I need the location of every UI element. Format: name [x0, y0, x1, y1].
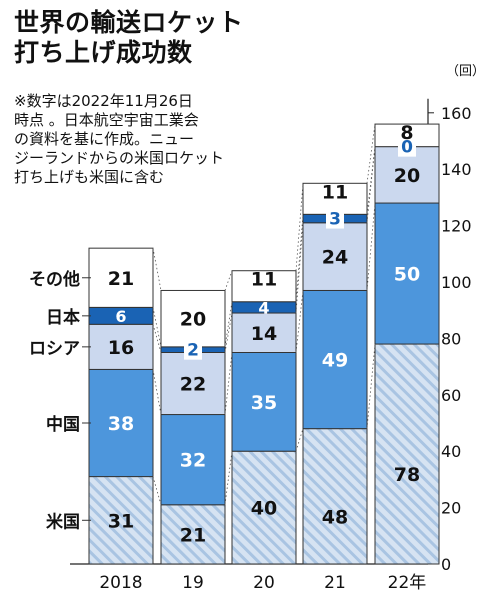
note-line-4: ジーランドからの米国ロケット: [14, 149, 225, 167]
note-line-1: ※数字は2022年11月26日: [14, 92, 193, 110]
connector-line-1-2: [224, 352, 233, 415]
value-label-japan-2: 4: [258, 298, 269, 317]
value-label-japan-1: 2: [187, 341, 199, 361]
note-line-2: 時点 。日本航空宇宙工業会: [14, 111, 199, 129]
value-label-other-1: 20: [180, 309, 206, 331]
legend-label-china: 中国: [46, 414, 80, 435]
value-label-other-2: 11: [251, 269, 277, 291]
y-tick-label-2: 40: [441, 442, 461, 461]
bar-other-0: [88, 247, 154, 308]
y-tick-label-4: 80: [441, 329, 461, 348]
bar-us-4: [374, 343, 440, 565]
value-label-us-3: 48: [322, 506, 348, 528]
value-label-us-0: 31: [108, 510, 134, 532]
label-bg-japan-3: [326, 208, 344, 229]
bar-russia-1: [160, 352, 226, 416]
x-tick-label-0: 2018: [99, 573, 142, 593]
connector-line-2-1: [295, 428, 304, 452]
bar-us-1: [160, 504, 226, 565]
connector-line-0-1: [152, 476, 162, 505]
bar-russia-2: [231, 312, 297, 353]
value-label-us-2: 40: [251, 498, 277, 520]
label-bg-japan-4: [398, 136, 416, 157]
connector-line-1-5: [224, 270, 233, 291]
title-line-1: 世界の輸送ロケット: [14, 8, 244, 37]
bar-us-3: [302, 428, 368, 565]
note-line-5: 打ち上げも米国に含む: [14, 168, 165, 186]
connector-line-1-1: [224, 451, 233, 505]
connector-line-0-3: [152, 324, 162, 353]
y-tick-label-5: 100: [441, 273, 472, 292]
connector-line-1-4: [224, 301, 233, 347]
bar-other-1: [160, 289, 226, 348]
connector-line-0-4: [152, 307, 162, 347]
bar-china-4: [374, 202, 440, 345]
legend-label-us: 米国: [46, 511, 80, 532]
bar-china-1: [160, 414, 226, 506]
value-label-japan-4: 0: [401, 138, 413, 158]
y-tick-label-8: 160: [441, 104, 472, 123]
x-tick-label-4: 22年: [388, 573, 427, 593]
connector-line-2-2: [295, 290, 304, 353]
connector-line-3-4: [366, 146, 376, 215]
connector-line-3-3: [366, 146, 376, 223]
value-label-russia-0: 16: [108, 337, 134, 359]
connector-line-2-5: [295, 183, 304, 271]
legend-label-other: その他: [29, 269, 80, 290]
chart-title: 世界の輸送ロケット 打ち上げ成功数: [14, 8, 244, 68]
legend-label-japan: 日本: [46, 307, 80, 328]
note-line-3: の資料を基に作成。ニュー: [14, 130, 195, 148]
title-line-2: 打ち上げ成功数: [14, 38, 193, 67]
connector-line-2-4: [295, 214, 304, 302]
x-tick-label-1: 19: [182, 573, 204, 593]
bar-other-2: [231, 270, 297, 303]
connector-line-0-5: [152, 248, 162, 291]
value-label-japan-0: 6: [115, 307, 126, 326]
value-label-russia-4: 20: [394, 165, 420, 187]
y-tick-label-7: 140: [441, 160, 472, 179]
connector-line-3-2: [366, 203, 376, 291]
x-tick-label-3: 21: [324, 573, 346, 593]
value-label-other-0: 21: [108, 268, 134, 290]
value-label-china-1: 32: [180, 450, 206, 472]
value-label-china-4: 50: [394, 264, 420, 286]
value-label-other-3: 11: [322, 181, 348, 203]
value-label-china-3: 49: [322, 350, 348, 372]
value-label-japan-3: 3: [329, 210, 341, 230]
value-label-russia-1: 22: [180, 374, 206, 396]
value-label-china-2: 35: [251, 392, 277, 414]
connector-line-0-2: [152, 369, 162, 415]
y-tick-label-1: 20: [441, 499, 461, 518]
x-tick-label-2: 20: [253, 573, 275, 593]
value-label-us-4: 78: [394, 464, 420, 486]
value-label-china-0: 38: [108, 413, 134, 435]
y-tick-label-0: 0: [441, 555, 451, 574]
bar-china-3: [302, 289, 368, 430]
value-label-us-1: 21: [180, 524, 206, 546]
legend-label-russia: ロシア: [29, 339, 80, 359]
y-tick-label-3: 60: [441, 386, 461, 405]
bar-us-0: [88, 476, 154, 565]
chart-note: ※数字は2022年11月26日 時点 。日本航空宇宙工業会 の資料を基に作成。ニ…: [14, 92, 224, 187]
label-bg-japan-1: [184, 339, 202, 360]
connector-line-3-1: [366, 344, 376, 429]
value-label-other-4: 8: [400, 122, 413, 144]
value-label-russia-3: 24: [322, 247, 348, 269]
y-unit-label: （回）: [446, 64, 485, 79]
connector-line-1-3: [224, 312, 233, 353]
value-label-russia-2: 14: [251, 323, 277, 345]
connector-line-2-3: [295, 222, 304, 314]
y-tick-label-6: 120: [441, 217, 472, 236]
